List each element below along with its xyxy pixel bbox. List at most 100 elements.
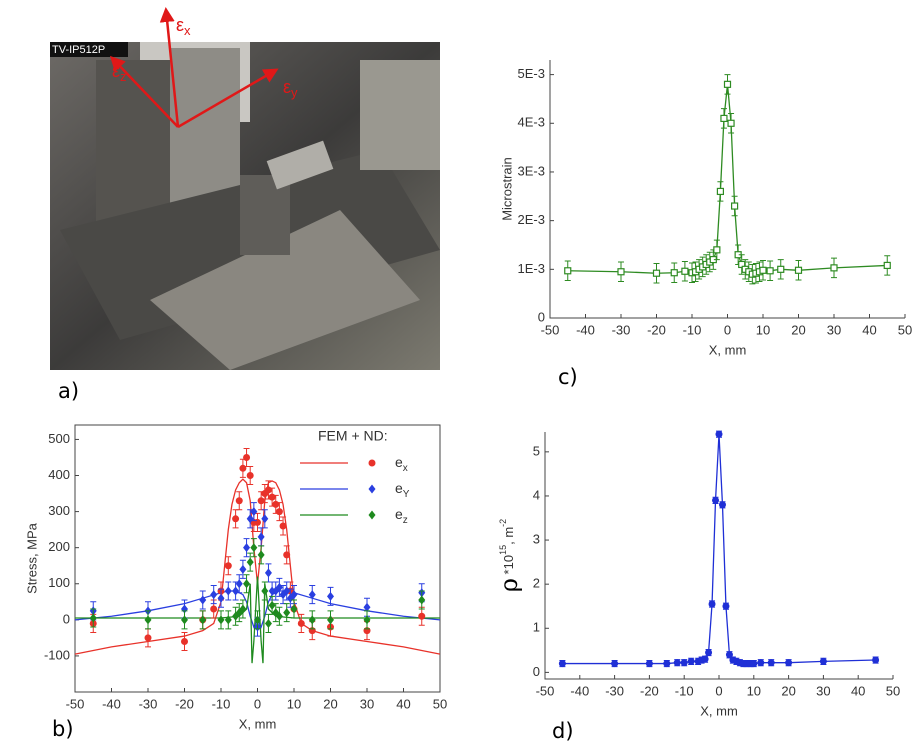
y-tick-label: 5 <box>533 443 540 458</box>
point <box>210 590 218 600</box>
point <box>368 484 376 494</box>
point <box>239 564 247 574</box>
panel-label: d) <box>552 719 574 743</box>
x-axis-label: X, mm <box>239 716 277 731</box>
point <box>777 265 785 273</box>
point <box>181 637 188 645</box>
point <box>243 579 251 589</box>
point <box>275 508 283 516</box>
y-tick-label: 200 <box>48 539 70 554</box>
point <box>268 493 276 501</box>
point <box>144 634 152 642</box>
y-tick-label: 0 <box>533 664 540 679</box>
legend-label: ez <box>395 506 408 526</box>
x-tick-label: 50 <box>898 322 912 337</box>
y-tick-label: 2 <box>533 576 540 591</box>
y-tick-label: 400 <box>48 467 70 482</box>
strain-axis-label: εx <box>176 15 191 39</box>
point <box>730 202 739 210</box>
x-tick-label: 20 <box>323 696 337 711</box>
point <box>290 604 298 614</box>
plot-frame <box>74 424 441 693</box>
point <box>181 615 188 625</box>
y-tick-label: 1E-3 <box>518 261 545 276</box>
point <box>268 586 276 596</box>
y-axis-label-part: -2 <box>498 519 508 527</box>
point <box>558 660 566 668</box>
point <box>235 497 243 505</box>
y-tick-label: 500 <box>48 431 70 446</box>
point <box>224 615 232 625</box>
point <box>243 453 251 461</box>
point <box>708 600 716 608</box>
point <box>418 595 426 605</box>
y-tick-label: 3E-3 <box>518 163 545 178</box>
point <box>759 266 767 274</box>
x-tick-label: -40 <box>576 322 595 337</box>
x-tick-label: 40 <box>851 683 865 698</box>
legend-label-base: e <box>395 454 403 470</box>
y-tick-label: 4 <box>533 487 540 502</box>
x-tick-label: 40 <box>396 696 410 711</box>
point <box>279 522 287 530</box>
point <box>232 515 240 523</box>
y-axis-label: Microstrain <box>499 157 514 221</box>
y-tick-label: 0 <box>538 309 545 324</box>
x-tick-label: 20 <box>791 322 805 337</box>
point <box>89 613 97 623</box>
x-tick-label: -40 <box>570 683 589 698</box>
point <box>652 269 661 277</box>
point <box>272 500 280 508</box>
point <box>254 518 261 526</box>
x-tick-label: -20 <box>640 683 659 698</box>
point <box>239 464 247 472</box>
point <box>308 615 316 625</box>
x-tick-label: 0 <box>254 696 261 711</box>
x-axis-label: X, mm <box>709 342 747 357</box>
axis-line <box>549 60 905 319</box>
point <box>246 557 254 567</box>
point <box>268 600 276 610</box>
x-tick-label: -50 <box>66 696 85 711</box>
x-axis-label: X, mm <box>700 703 738 718</box>
point <box>232 586 240 596</box>
photo: TV-IP512P εx εy εz <box>50 7 440 370</box>
point <box>564 267 572 275</box>
point <box>785 659 793 667</box>
point <box>264 486 272 494</box>
point <box>264 568 272 578</box>
point <box>250 507 258 517</box>
point <box>283 608 291 618</box>
y-tick-label: 3 <box>533 532 540 547</box>
point <box>663 660 671 668</box>
point <box>283 551 291 559</box>
legend-label-base: e <box>395 480 403 496</box>
legend-label-sub: z <box>403 515 408 526</box>
point <box>680 659 688 667</box>
x-tick-label: -30 <box>612 322 631 337</box>
point <box>766 267 774 275</box>
point <box>290 590 298 600</box>
point <box>308 590 316 600</box>
legend-label: eY <box>395 480 410 500</box>
point <box>327 615 334 625</box>
x-tick-label: 30 <box>816 683 830 698</box>
point <box>611 660 619 668</box>
y-tick-label: -100 <box>44 647 70 662</box>
point <box>720 114 728 123</box>
point <box>757 659 765 667</box>
point <box>723 80 732 88</box>
x-tick-label: -10 <box>675 683 694 698</box>
point <box>275 611 283 621</box>
legend-title: FEM + ND: <box>318 428 388 444</box>
point <box>670 269 678 277</box>
y-axis-label: ρ *1015, m-2 <box>495 519 523 592</box>
point <box>217 593 225 603</box>
point <box>705 649 713 657</box>
legend-label: ex <box>395 454 408 474</box>
x-tick-label: 0 <box>715 683 722 698</box>
x-tick-label: 10 <box>747 683 761 698</box>
x-tick-label: -50 <box>536 683 555 698</box>
point <box>217 615 225 625</box>
y-axis-label: Stress, MPa <box>24 522 39 594</box>
